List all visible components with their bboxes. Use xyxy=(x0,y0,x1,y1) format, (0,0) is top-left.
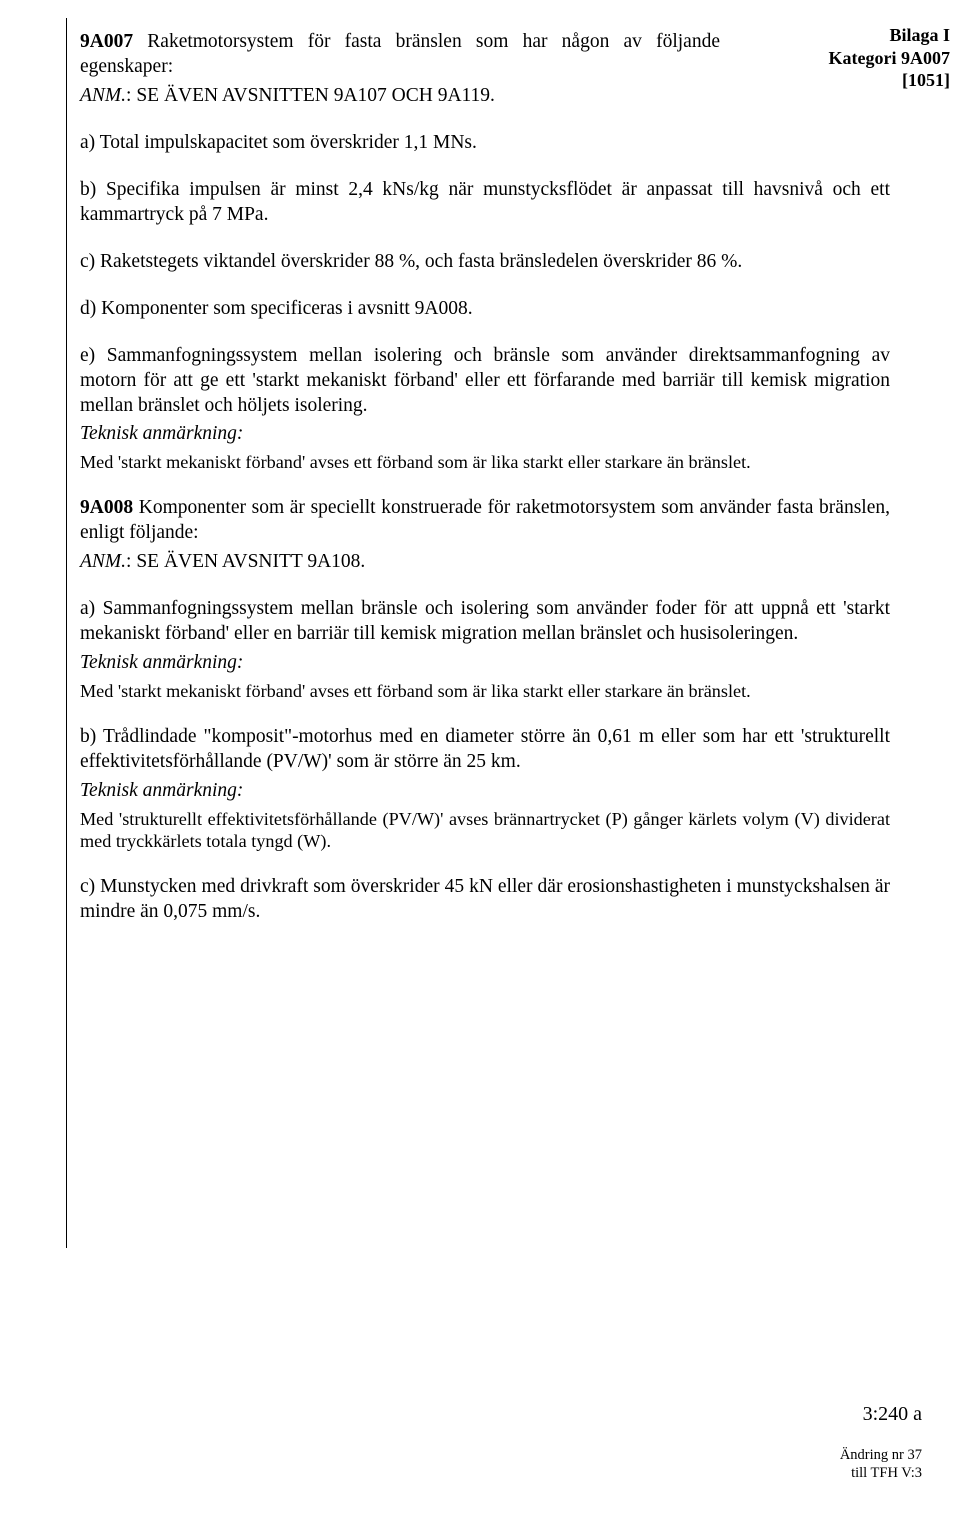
header-line1: Bilaga I xyxy=(829,24,950,47)
anm-label-2: ANM. xyxy=(80,551,126,572)
p-b2: b) Trådlindade "komposit"-motorhus med e… xyxy=(80,725,890,775)
footer-small1: Ändring nr 37 xyxy=(840,1446,922,1464)
p-b: b) Specifika impulsen är minst 2,4 kNs/k… xyxy=(80,178,890,228)
footer: 3:240 a Ändring nr 37 till TFH V:3 xyxy=(840,1403,922,1482)
left-rule xyxy=(66,18,67,1248)
header-right: Bilaga I Kategori 9A007 [1051] xyxy=(829,24,950,92)
p-anm-1: ANM.: SE ÄVEN AVSNITTEN 9A107 OCH 9A119. xyxy=(80,84,720,109)
p-a: a) Total impulskapacitet som överskrider… xyxy=(80,131,890,156)
tech-body-2: Med 'starkt mekaniskt förband' avses ett… xyxy=(80,680,890,703)
tech-body-1: Med 'starkt mekaniskt förband' avses ett… xyxy=(80,451,890,474)
footer-small2: till TFH V:3 xyxy=(840,1464,922,1482)
body-text: 9A007 Raketmotorsystem för fasta bränsle… xyxy=(80,30,890,925)
tech-label-3: Teknisk anmärkning: xyxy=(80,779,890,804)
tech-label-2: Teknisk anmärkning: xyxy=(80,651,890,676)
header-line3: [1051] xyxy=(829,69,950,92)
p-9a007-intro: 9A007 Raketmotorsystem för fasta bränsle… xyxy=(80,30,720,80)
p-c2: c) Munstycken med drivkraft som överskri… xyxy=(80,875,890,925)
p1-text: Raketmotorsystem för fasta bränslen som … xyxy=(80,31,720,77)
header-line2: Kategori 9A007 xyxy=(829,47,950,70)
lead-9a008: 9A008 xyxy=(80,497,133,518)
tech-body-3: Med 'strukturellt effektivitetsförhållan… xyxy=(80,808,890,854)
p-c: c) Raketstegets viktandel överskrider 88… xyxy=(80,250,890,275)
lead-9a007: 9A007 xyxy=(80,31,133,52)
footer-main: 3:240 a xyxy=(840,1403,922,1426)
p-e: e) Sammanfogningssystem mellan isolering… xyxy=(80,344,890,419)
p-9a008-intro: 9A008 Komponenter som är speciellt konst… xyxy=(80,496,890,546)
p8-text: Komponenter som är speciellt konstruerad… xyxy=(80,497,890,543)
anm-rest-2: : SE ÄVEN AVSNITT 9A108. xyxy=(126,551,365,572)
anm-label-1: ANM. xyxy=(80,85,126,106)
p-a2: a) Sammanfogningssystem mellan bränsle o… xyxy=(80,597,890,647)
page: Bilaga I Kategori 9A007 [1051] 9A007 Rak… xyxy=(0,0,960,1528)
p-anm-2: ANM.: SE ÄVEN AVSNITT 9A108. xyxy=(80,550,890,575)
tech-label-1: Teknisk anmärkning: xyxy=(80,422,890,447)
p-d: d) Komponenter som specificeras i avsnit… xyxy=(80,297,890,322)
anm-rest-1: : SE ÄVEN AVSNITTEN 9A107 OCH 9A119. xyxy=(126,85,495,106)
